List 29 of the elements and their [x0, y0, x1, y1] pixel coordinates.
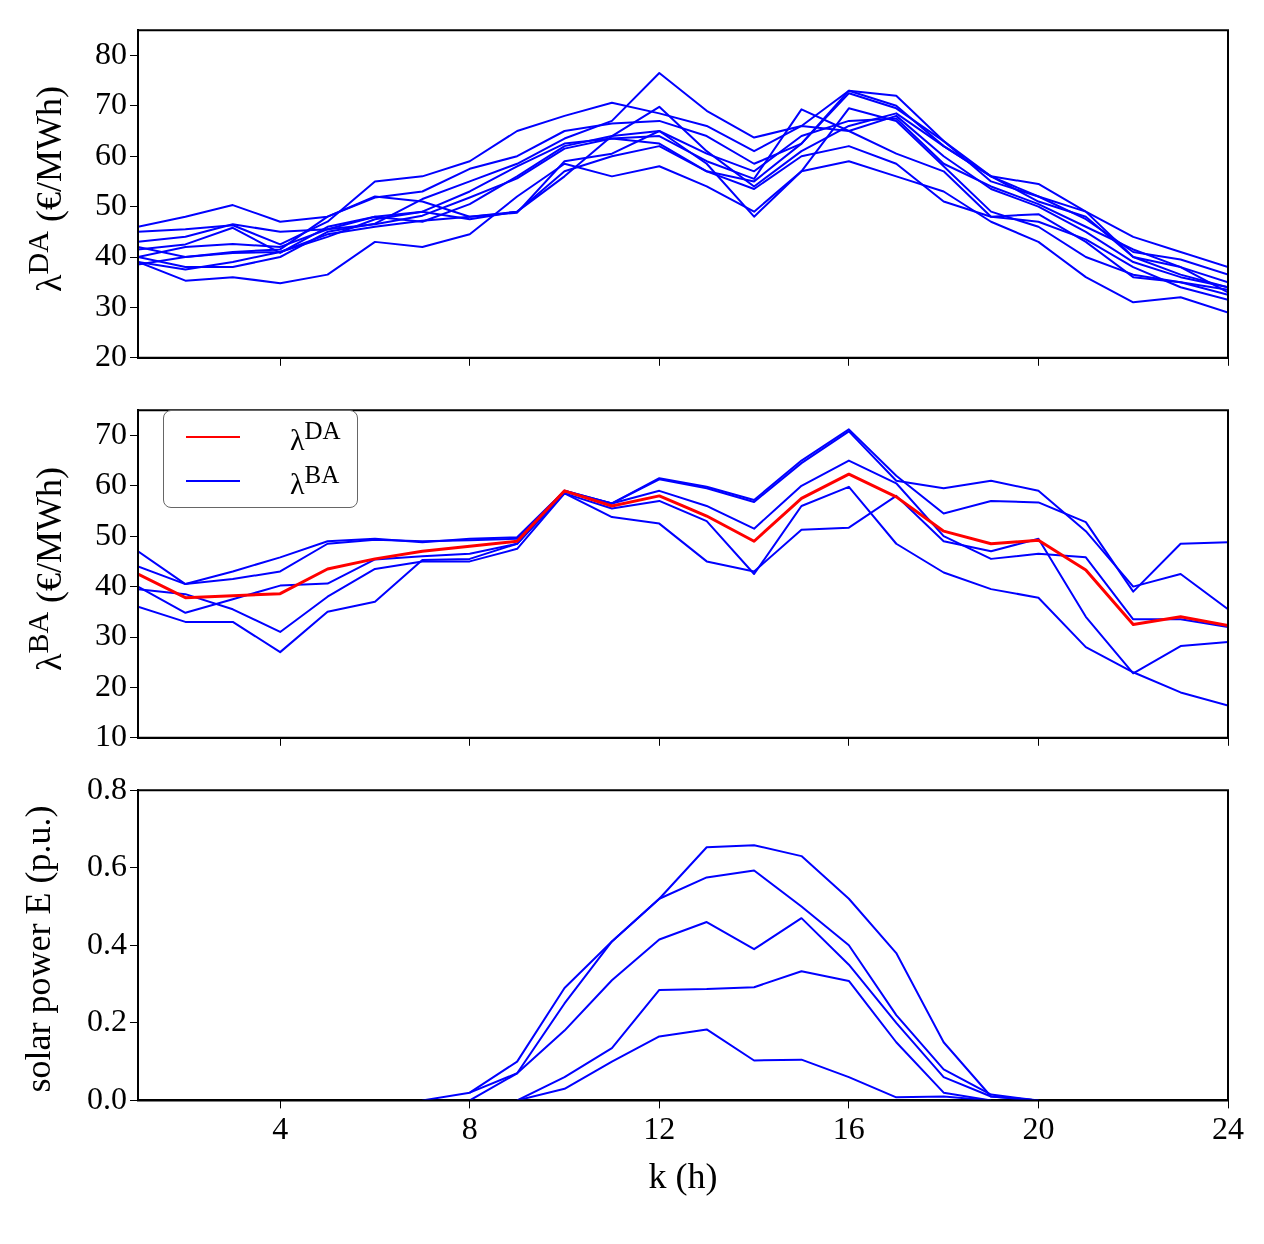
- y-tick-label: 60: [95, 135, 127, 172]
- y-tick-label: 30: [95, 286, 127, 323]
- y-tick-label: 40: [95, 566, 127, 603]
- y-tick-label: 20: [95, 337, 127, 374]
- legend-label: λ$^{BA}$: [290, 461, 340, 501]
- y-tick-label: 10: [95, 717, 127, 754]
- y-tick-label: 0.2: [87, 1002, 127, 1039]
- y-tick-label: 0.8: [87, 769, 127, 806]
- y-tick-label: 20: [95, 666, 127, 703]
- y-tick-label: 0.0: [87, 1079, 127, 1116]
- legend-label: λ$^{DA}$: [290, 417, 341, 457]
- x-tick-label: 24: [1212, 1110, 1244, 1147]
- y-tick-label: 0.4: [87, 924, 127, 961]
- x-tick-label: 16: [832, 1110, 865, 1147]
- y-tick-label: 0.6: [87, 847, 127, 884]
- x-tick-label: 12: [643, 1110, 676, 1147]
- y-tick-label: 70: [95, 414, 127, 451]
- y-tick-label: 50: [95, 515, 127, 552]
- y-tick-label: 30: [95, 616, 127, 653]
- x-tick-label: 20: [1022, 1110, 1055, 1147]
- y-tick-label: 40: [95, 236, 127, 273]
- y-axis-title: solar power E (p.u.): [17, 804, 59, 1095]
- x-tick-label: 4: [272, 1110, 289, 1147]
- y-tick-label: 80: [95, 34, 127, 71]
- y-tick-label: 50: [95, 186, 127, 223]
- x-axis-title: k (h): [648, 1155, 718, 1196]
- y-tick-label: 60: [95, 465, 127, 502]
- y-tick-label: 70: [95, 85, 127, 122]
- x-tick-label: 8: [461, 1110, 478, 1147]
